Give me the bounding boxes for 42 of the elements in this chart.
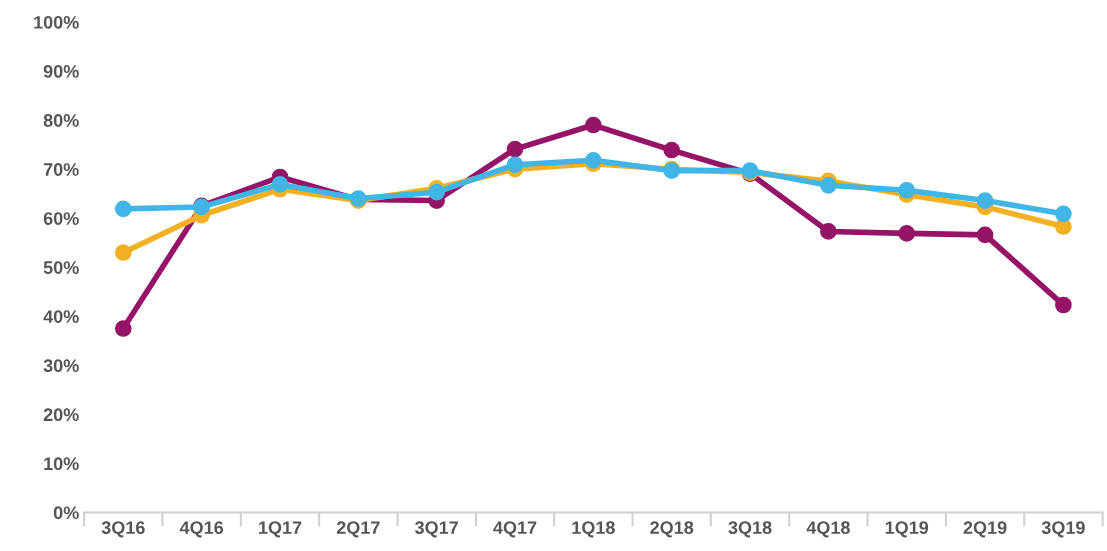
y-tick-label: 20% [43, 408, 79, 422]
x-tick-label: 2Q18 [650, 521, 694, 538]
y-tick-label: 70% [43, 163, 79, 176]
point [976, 192, 994, 209]
point [1055, 205, 1072, 223]
point [898, 181, 916, 199]
y-tick-label: 0% [53, 506, 79, 520]
x-tick-label: 1Q17 [259, 521, 302, 538]
point [820, 177, 837, 194]
x-tick-label: 1Q19 [885, 521, 929, 538]
y-tick-label: 80% [43, 114, 79, 127]
y-tick-label: 90% [43, 65, 79, 78]
point [114, 320, 132, 337]
x-tick-label: 4Q18 [806, 521, 850, 538]
point [506, 140, 524, 158]
point [898, 225, 916, 242]
x-tick-label: 3Q17 [415, 521, 458, 538]
point [114, 200, 132, 218]
x-tick-label: 1Q18 [572, 521, 615, 538]
point [1055, 296, 1072, 314]
x-tick-label: 3Q16 [101, 521, 145, 538]
point [506, 156, 524, 174]
x-tick-label: 4Q17 [493, 521, 537, 538]
x-tick-label: 2Q19 [963, 521, 1007, 538]
x-tick-label: 3Q18 [728, 521, 772, 538]
y-tick-label: 30% [43, 359, 79, 373]
y-tick-label: 50% [43, 261, 79, 274]
point [271, 176, 289, 193]
x-tick-label: 4Q16 [179, 521, 224, 538]
y-tick-label: 60% [43, 212, 79, 225]
point [428, 183, 446, 201]
point [820, 223, 837, 240]
point [585, 116, 602, 134]
y-tick-label: 100% [34, 15, 79, 29]
x-tick-label: 3Q19 [1041, 521, 1085, 538]
point [976, 226, 994, 244]
point [663, 141, 681, 159]
point [114, 244, 132, 261]
x-tick-label: 2Q17 [336, 521, 380, 538]
y-tick-label: 10% [44, 457, 79, 471]
y-tick-label: 40% [43, 310, 79, 323]
point [585, 151, 602, 169]
